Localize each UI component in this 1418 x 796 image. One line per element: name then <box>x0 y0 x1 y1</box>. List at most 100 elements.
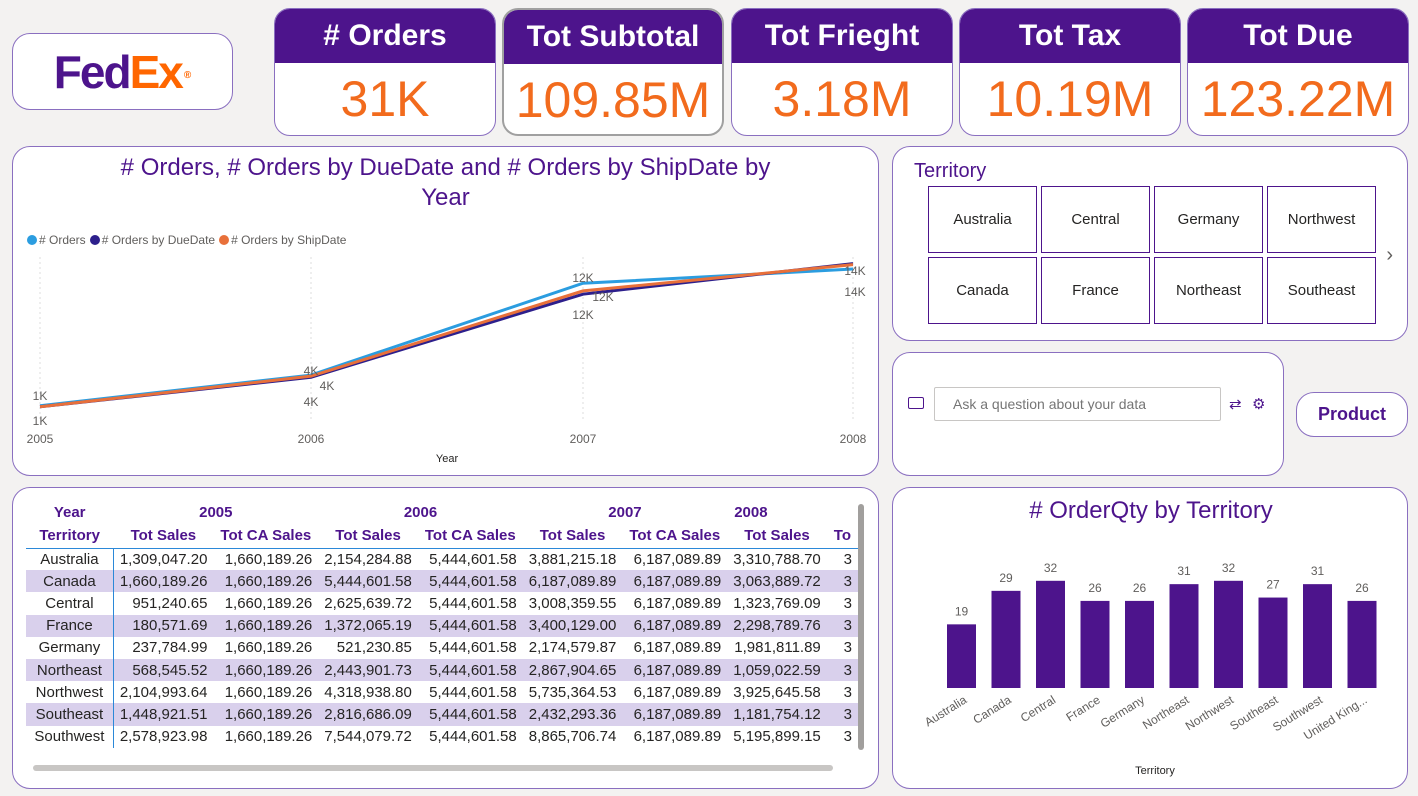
territory-option-northwest[interactable]: Northwest <box>1267 186 1376 253</box>
year-header[interactable]: 2006 <box>403 503 438 521</box>
table-cell[interactable]: 2,298,789.76 <box>727 614 827 637</box>
row-header[interactable]: Northwest <box>26 681 114 704</box>
table-cell[interactable]: 3,400,129.00 <box>522 614 623 637</box>
table-cell[interactable]: 5,444,601.58 <box>429 728 517 746</box>
column-header[interactable]: Tot CA Sales <box>213 524 319 549</box>
table-cell[interactable]: 3 <box>843 639 852 657</box>
table-cell[interactable]: 6,187,089.89 <box>633 683 722 701</box>
table-cell[interactable]: 5,444,601.58 <box>429 683 517 701</box>
column-header[interactable]: Tot Sales <box>113 524 214 549</box>
orders-line-chart[interactable]: # Orders, # Orders by DueDate and # Orde… <box>12 146 879 476</box>
table-cell[interactable]: 237,784.99 <box>132 639 208 657</box>
table-cell[interactable]: 1,660,189.26 <box>213 614 319 637</box>
row-header[interactable]: Australia <box>26 548 114 571</box>
convert-icon[interactable]: ⇄ <box>1229 396 1242 413</box>
table-cell[interactable]: 3 <box>826 614 858 637</box>
product-button[interactable]: Product <box>1296 392 1408 437</box>
table-cell[interactable]: 180,571.69 <box>113 614 214 637</box>
table-cell[interactable]: 1,181,754.12 <box>727 703 827 726</box>
table-cell[interactable]: 6,187,089.89 <box>633 728 722 746</box>
table-cell[interactable]: 6,187,089.89 <box>633 594 722 612</box>
table-cell[interactable]: 3 <box>843 728 852 746</box>
territory-option-canada[interactable]: Canada <box>928 257 1037 324</box>
table-cell[interactable]: 2,578,923.98 <box>119 728 208 746</box>
table-cell[interactable]: 3,008,359.55 <box>528 594 617 612</box>
table-row[interactable]: Southwest 2,578,923.98 1,660,189.26 7,544,0… <box>26 725 858 748</box>
year-header[interactable]: 2007 <box>608 503 642 521</box>
row-header[interactable]: Southeast <box>26 703 114 726</box>
kpi-freight[interactable]: Tot Frieght 3.18M <box>731 8 953 136</box>
table-cell[interactable]: 5,444,601.58 <box>429 550 517 568</box>
table-cell[interactable]: 1,372,065.19 <box>318 614 418 637</box>
row-header[interactable]: Central <box>26 592 114 615</box>
table-cell[interactable]: 3 <box>826 658 858 682</box>
column-header[interactable]: Tot Sales <box>318 524 418 549</box>
territory-option-france[interactable]: France <box>1041 257 1150 324</box>
table-cell[interactable]: 6,187,089.89 <box>622 570 728 593</box>
table-cell[interactable]: 6,187,089.89 <box>633 639 722 657</box>
table-row[interactable]: Southeast 1,448,921.51 1,660,189.26 2,816,6… <box>26 703 858 726</box>
table-cell[interactable]: 1,448,921.51 <box>113 703 214 726</box>
table-row[interactable]: Central 951,240.65 1,660,189.26 2,625,639.7… <box>26 592 858 615</box>
table-cell[interactable]: 1,660,189.26 <box>213 570 319 593</box>
table-cell[interactable]: 1,981,811.89 <box>734 639 821 657</box>
row-header[interactable]: Canada <box>26 570 114 593</box>
column-header[interactable]: Tot CA Sales <box>417 524 523 549</box>
row-header[interactable]: Germany <box>26 636 114 659</box>
table-row[interactable]: Northeast 568,545.52 1,660,189.26 2,443,901… <box>26 658 858 682</box>
table-cell[interactable]: 6,187,089.89 <box>622 658 728 682</box>
row-header[interactable]: Northeast <box>26 658 114 682</box>
row-header[interactable]: Southwest <box>26 725 114 748</box>
table-cell[interactable]: 5,195,899.15 <box>733 728 821 746</box>
sales-matrix[interactable]: Year 2005 2006 2007 2008 Territory Tot S… <box>12 487 879 789</box>
table-cell[interactable]: 3,925,645.58 <box>733 683 821 701</box>
table-row[interactable]: Germany 237,784.99 1,660,189.26 521,230.85 5… <box>26 636 858 659</box>
column-header[interactable]: Tot Sales <box>727 524 827 549</box>
legend-item[interactable]: # Orders by ShipDate <box>219 233 346 247</box>
legend-item[interactable]: # Orders <box>27 233 86 247</box>
table-cell[interactable]: 1,660,189.26 <box>213 703 319 726</box>
row-header[interactable]: France <box>26 614 114 637</box>
table-cell[interactable]: 5,444,601.58 <box>318 570 418 593</box>
table-cell[interactable]: 1,660,189.26 <box>224 594 313 612</box>
table-cell[interactable]: 1,660,189.26 <box>224 639 313 657</box>
table-cell[interactable]: 3,310,788.70 <box>733 550 821 568</box>
table-row[interactable]: Canada 1,660,189.26 1,660,189.26 5,444,601.… <box>26 570 858 593</box>
table-cell[interactable]: 2,432,293.36 <box>522 703 623 726</box>
kpi-due[interactable]: Tot Due 123.22M <box>1187 8 1409 136</box>
table-cell[interactable]: 2,174,579.87 <box>528 639 617 657</box>
table-cell[interactable]: 5,735,364.53 <box>528 683 617 701</box>
table-cell[interactable]: 1,660,189.26 <box>224 683 313 701</box>
table-cell[interactable]: 5,444,601.58 <box>429 594 517 612</box>
table-cell[interactable]: 1,323,769.09 <box>733 594 821 612</box>
table-cell[interactable]: 568,545.52 <box>113 658 214 682</box>
table-cell[interactable]: 1,660,189.26 <box>224 728 313 746</box>
table-cell[interactable]: 3 <box>826 703 858 726</box>
table-row[interactable]: Australia 1,309,047.20 1,660,189.26 2,154,2… <box>26 548 858 571</box>
territory-option-australia[interactable]: Australia <box>928 186 1037 253</box>
kpi-tax[interactable]: Tot Tax 10.19M <box>959 8 1181 136</box>
table-cell[interactable]: 1,309,047.20 <box>119 550 208 568</box>
column-header[interactable]: To <box>826 524 858 549</box>
table-cell[interactable]: 1,660,189.26 <box>224 550 313 568</box>
table-row[interactable]: Northwest 2,104,993.64 1,660,189.26 4,318,9… <box>26 681 858 704</box>
table-cell[interactable]: 5,444,601.58 <box>417 570 523 593</box>
kpi-subtotal[interactable]: Tot Subtotal 109.85M <box>502 8 724 136</box>
table-cell[interactable]: 521,230.85 <box>336 639 412 657</box>
table-cell[interactable]: 3,881,215.18 <box>528 550 617 568</box>
table-cell[interactable]: 5,444,601.58 <box>417 614 523 637</box>
territory-option-southeast[interactable]: Southeast <box>1267 257 1376 324</box>
territory-option-northeast[interactable]: Northeast <box>1154 257 1263 324</box>
table-cell[interactable]: 3,063,889.72 <box>727 570 827 593</box>
gear-icon[interactable]: ⚙ <box>1252 396 1266 413</box>
table-cell[interactable]: 7,544,079.72 <box>324 728 412 746</box>
table-cell[interactable]: 2,154,284.88 <box>324 550 412 568</box>
vertical-scrollbar[interactable] <box>858 504 864 750</box>
table-row[interactable]: France 180,571.69 1,660,189.26 1,372,065.19… <box>26 614 858 637</box>
table-cell[interactable]: 2,625,639.72 <box>324 594 412 612</box>
table-cell[interactable]: 3 <box>843 683 852 701</box>
horizontal-scrollbar[interactable] <box>33 765 833 771</box>
table-cell[interactable]: 5,444,601.58 <box>417 658 523 682</box>
table-cell[interactable]: 6,187,089.89 <box>522 570 623 593</box>
column-header[interactable]: Tot CA Sales <box>622 524 728 549</box>
